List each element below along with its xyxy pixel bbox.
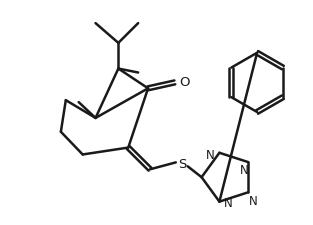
Text: N: N — [249, 195, 258, 208]
Text: O: O — [179, 76, 189, 89]
Text: N: N — [224, 197, 233, 210]
Text: S: S — [179, 158, 187, 171]
Text: N: N — [206, 149, 215, 162]
Text: N: N — [240, 164, 249, 178]
